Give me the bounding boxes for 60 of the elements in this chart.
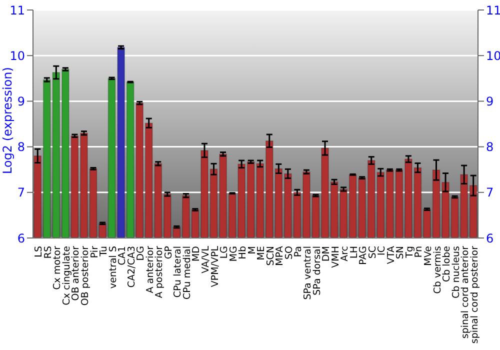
x-tick-label: SCN <box>265 246 276 266</box>
x-tick-label: VPM/VPL <box>210 245 221 288</box>
y-tick-label: 9 <box>17 94 25 108</box>
x-tick-label: A posterior <box>154 246 166 298</box>
x-tick-label: Tg <box>404 246 416 259</box>
x-tick-label: OB anterior <box>70 246 82 301</box>
x-tick-label: LG <box>219 246 230 259</box>
y2-tick-label: 9 <box>486 94 494 108</box>
x-tick-label: CA1 <box>117 246 128 266</box>
x-tick-label: IC <box>376 246 388 256</box>
y-tick-label: 6 <box>17 231 25 246</box>
x-tick-label: CPu lateral <box>172 246 184 298</box>
x-tick-label: ME <box>256 246 268 260</box>
y-axis-title: Log2 (expression) <box>0 67 14 174</box>
x-tick-label: RS <box>42 246 54 259</box>
x-tick-label: Pa <box>293 246 304 258</box>
x-tick-label: Cb lobe <box>442 246 453 282</box>
x-tick-label: SPa ventral <box>302 246 314 300</box>
x-tick-label: SO <box>284 246 295 260</box>
x-tick-label: LH <box>348 246 360 258</box>
x-tick-label: Arc <box>340 246 351 262</box>
y2-tick-label: 7 <box>486 186 494 200</box>
x-tick-label: M <box>246 246 258 254</box>
x-tick-label: VTA <box>386 246 397 264</box>
x-tick-label: CPu medial <box>182 246 193 300</box>
y-tick-label: 8 <box>17 140 25 154</box>
x-tick-label: SN <box>395 246 406 260</box>
y-tick-label: 11 <box>10 3 25 18</box>
x-tick-label: Cx motor <box>52 246 64 290</box>
x-tick-label: VA/VL <box>200 245 212 274</box>
x-tick-label: GP <box>163 246 174 260</box>
x-tick-label: DM <box>321 246 332 262</box>
x-tick-label: Cb vermis <box>432 246 444 294</box>
x-tick-label: SPa dorsal <box>312 246 323 296</box>
y-tick-label: 7 <box>17 186 25 200</box>
x-tick-label: Pn <box>414 246 425 258</box>
y2-tick-label: 11 <box>486 3 500 18</box>
y2-tick-label: 6 <box>486 231 494 246</box>
x-tick-label: spinal cord anterior <box>460 246 472 339</box>
x-tick-label: spinal cord posterior <box>469 246 480 344</box>
x-tick-label: OB posterior <box>80 246 91 306</box>
x-tick-label: MPA <box>274 246 286 266</box>
x-tick-label: SC <box>367 246 378 259</box>
x-tick-label: CA2/CA3 <box>126 246 138 288</box>
x-tick-label: Pir <box>89 246 100 258</box>
x-tick-label: DG <box>136 246 147 261</box>
x-tick-label: Hb <box>238 246 249 260</box>
y2-tick-label: 8 <box>486 140 494 154</box>
x-tick-label: LS <box>34 246 45 258</box>
x-tick-label: PAG <box>358 246 370 265</box>
x-tick-label: Cx cingulate <box>61 246 72 306</box>
x-tick-label: MD <box>191 246 202 262</box>
x-tick-label: MVe <box>423 246 434 266</box>
y-tick-label: 10 <box>10 48 25 63</box>
x-tick-label: Tu <box>98 246 110 258</box>
x-tick-label: Cb nucleus <box>450 246 462 298</box>
x-tick-label: MG <box>228 246 240 262</box>
x-tick-label: A anterior <box>144 246 156 294</box>
x-tick-label: ventral S <box>108 246 119 289</box>
x-tick-label: VMH <box>330 246 342 268</box>
